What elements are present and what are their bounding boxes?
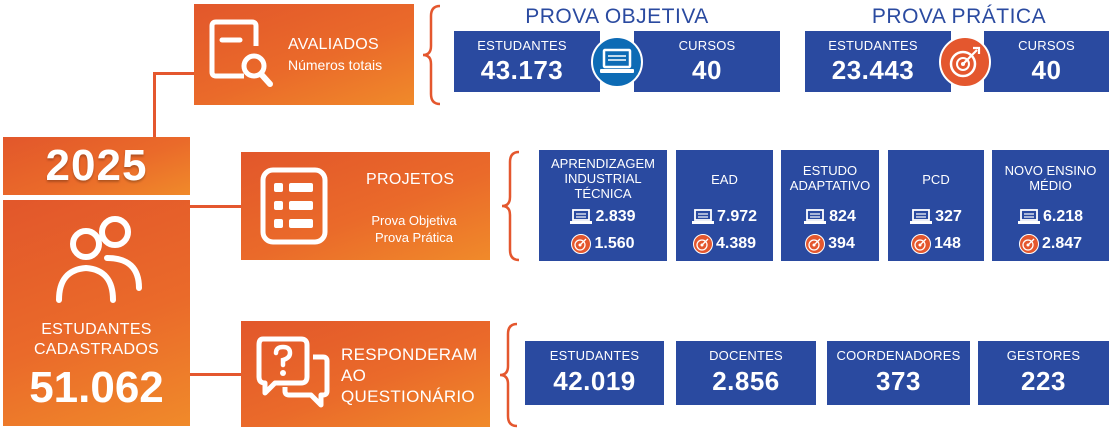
project-objetiva-value: 6.218	[1042, 208, 1084, 225]
stat-label: GESTORES	[1006, 348, 1081, 363]
year-badge: 2025	[3, 137, 190, 195]
pratica-estudantes: ESTUDANTES 23.443	[805, 31, 951, 92]
connector-top	[153, 72, 195, 75]
registered-students-panel: ESTUDANTES CADASTRADOS 51.062	[3, 200, 190, 426]
projetos-sub-pratica: Prova Prática	[374, 230, 454, 245]
connector-vertical	[153, 72, 156, 138]
project-objetiva-row: 824	[781, 208, 879, 226]
people-icon	[56, 216, 142, 303]
target-icon	[692, 234, 713, 254]
project-card: ESTUDO ADAPTATIVO 824 394	[781, 150, 879, 261]
stat-value: 42.019	[553, 366, 636, 396]
brace-questionario	[499, 322, 518, 428]
stat-label: CURSOS	[1018, 38, 1075, 53]
connector-bottom	[190, 373, 242, 376]
project-pratica-row: 394	[781, 234, 879, 254]
brace-avaliados	[422, 4, 441, 106]
stat-value: 23.443	[831, 55, 915, 85]
laptop-icon	[1017, 209, 1040, 224]
project-pratica-value: 2.847	[1041, 235, 1083, 252]
stat-value: 223	[1021, 366, 1066, 396]
question-chat-icon	[256, 336, 330, 408]
brace-projetos	[501, 150, 520, 262]
project-objetiva-value: 2.839	[595, 208, 636, 225]
project-pratica-value: 1.560	[594, 235, 635, 252]
objetiva-estudantes: ESTUDANTES 43.173	[454, 31, 600, 92]
project-pratica-row: 2.847	[992, 234, 1109, 254]
objetiva-cursos: CURSOS 40	[634, 31, 780, 92]
pratica-cursos: CURSOS 40	[984, 31, 1109, 92]
respondents-estudantes: ESTUDANTES 42.019	[525, 341, 664, 405]
project-objetiva-row: 327	[888, 208, 984, 226]
year-text: 2025	[45, 141, 148, 190]
projetos-title: PROJETOS	[366, 171, 455, 188]
project-objetiva-value: 327	[935, 208, 962, 225]
project-objetiva-row: 6.218	[992, 208, 1109, 226]
projetos-box: PROJETOS Prova Objetiva Prova Prática	[241, 152, 490, 260]
project-pratica-value: 4.389	[715, 235, 757, 252]
project-objetiva-value: 824	[829, 208, 856, 225]
project-pratica-row: 1.560	[539, 234, 667, 254]
stat-label: DOCENTES	[709, 348, 783, 363]
stat-value: 373	[876, 366, 921, 396]
connector-mid	[190, 205, 242, 208]
laptop-icon	[570, 209, 593, 224]
avaliados-box: AVALIADOS Números totais	[194, 4, 414, 105]
project-pratica-value: 394	[828, 235, 855, 252]
laptop-icon	[804, 209, 827, 224]
laptop-icon	[591, 36, 643, 88]
projetos-sub-objetiva: Prova Objetiva	[371, 213, 457, 228]
project-pratica-value: 148	[934, 235, 961, 252]
project-card: NOVO ENSINO MÉDIO 6.218 2.847	[992, 150, 1109, 261]
header-prova-objetiva: PROVA OBJETIVA	[525, 5, 709, 28]
project-title: PCD	[922, 172, 950, 187]
stat-value: 40	[1031, 55, 1062, 85]
registered-value: 51.062	[29, 363, 164, 412]
project-card: EAD 7.972 4.389	[676, 150, 773, 261]
respondents-docentes: DOCENTES 2.856	[676, 341, 816, 405]
target-icon	[571, 234, 592, 254]
project-card: PCD 327 148	[888, 150, 984, 261]
stat-label: ESTUDANTES	[828, 38, 918, 53]
questionario-title: RESPONDERAM AO QUESTIONÁRIO	[341, 345, 478, 406]
questionario-box: RESPONDERAM AO QUESTIONÁRIO	[241, 321, 490, 427]
checklist-icon	[260, 167, 328, 245]
laptop-icon	[691, 209, 714, 224]
stat-value: 43.173	[480, 55, 564, 85]
target-icon	[911, 234, 932, 254]
project-pratica-row: 148	[888, 234, 984, 254]
target-icon	[1018, 234, 1039, 254]
stat-label: COORDENADORES	[836, 348, 961, 363]
project-pratica-row: 4.389	[676, 234, 773, 254]
project-title: EAD	[711, 172, 738, 187]
stat-value: 2.856	[712, 366, 780, 396]
header-prova-pratica: PROVA PRÁTICA	[871, 5, 1047, 28]
project-objetiva-row: 2.839	[539, 208, 667, 226]
project-card: APRENDIZAGEM INDUSTRIAL TÉCNICA 2.839 1.…	[539, 150, 667, 261]
project-objetiva-row: 7.972	[676, 208, 773, 226]
laptop-icon	[910, 209, 933, 224]
project-objetiva-value: 7.972	[716, 208, 758, 225]
project-title: ESTUDO ADAPTATIVO	[789, 163, 871, 193]
stat-label: ESTUDANTES	[477, 38, 567, 53]
stat-label: ESTUDANTES	[549, 348, 640, 363]
avaliados-title: AVALIADOS	[288, 36, 380, 53]
stat-label: CURSOS	[678, 38, 736, 53]
respondents-coordenadores: COORDENADORES 373	[827, 341, 970, 405]
document-search-icon	[209, 19, 273, 87]
project-title: NOVO ENSINO MÉDIO	[1004, 163, 1097, 193]
avaliados-subtitle: Números totais	[288, 57, 383, 73]
target-icon	[805, 234, 826, 254]
project-title: APRENDIZAGEM INDUSTRIAL TÉCNICA	[550, 156, 655, 201]
stat-value: 40	[692, 55, 722, 85]
registered-label: ESTUDANTES CADASTRADOS	[33, 321, 160, 358]
respondents-gestores: GESTORES 223	[978, 341, 1109, 405]
target-icon	[939, 36, 991, 88]
